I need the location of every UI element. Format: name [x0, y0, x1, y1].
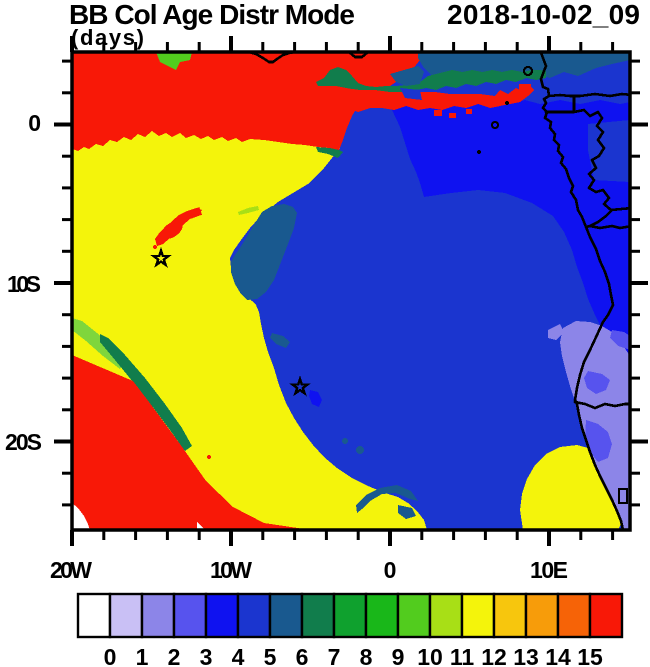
- svg-text:12: 12: [481, 644, 507, 667]
- svg-text:10E: 10E: [530, 557, 568, 583]
- svg-text:0: 0: [384, 557, 397, 583]
- svg-text:10: 10: [417, 644, 443, 667]
- svg-text:2: 2: [168, 644, 181, 667]
- svg-text:11: 11: [450, 644, 475, 667]
- svg-text:6: 6: [296, 644, 309, 667]
- svg-text:14: 14: [545, 644, 571, 667]
- svg-text:20W: 20W: [50, 557, 92, 583]
- svg-text:15: 15: [577, 644, 603, 667]
- svg-text:9: 9: [392, 644, 405, 667]
- svg-text:BB Col Age Distr Mode: BB Col Age Distr Mode: [69, 0, 355, 30]
- svg-text:10W: 10W: [210, 557, 252, 583]
- svg-text:20S: 20S: [5, 429, 42, 455]
- svg-text:13: 13: [513, 644, 539, 667]
- svg-text:0: 0: [28, 110, 41, 136]
- svg-text:2018-10-02_09: 2018-10-02_09: [447, 0, 640, 30]
- svg-text:5: 5: [264, 644, 277, 667]
- svg-text:4: 4: [232, 644, 245, 667]
- svg-text:0: 0: [104, 644, 117, 667]
- svg-text:8: 8: [360, 644, 373, 667]
- svg-text:7: 7: [328, 644, 341, 667]
- svg-text:3: 3: [200, 644, 213, 667]
- svg-text:10S: 10S: [7, 271, 41, 297]
- svg-text:1: 1: [136, 644, 149, 667]
